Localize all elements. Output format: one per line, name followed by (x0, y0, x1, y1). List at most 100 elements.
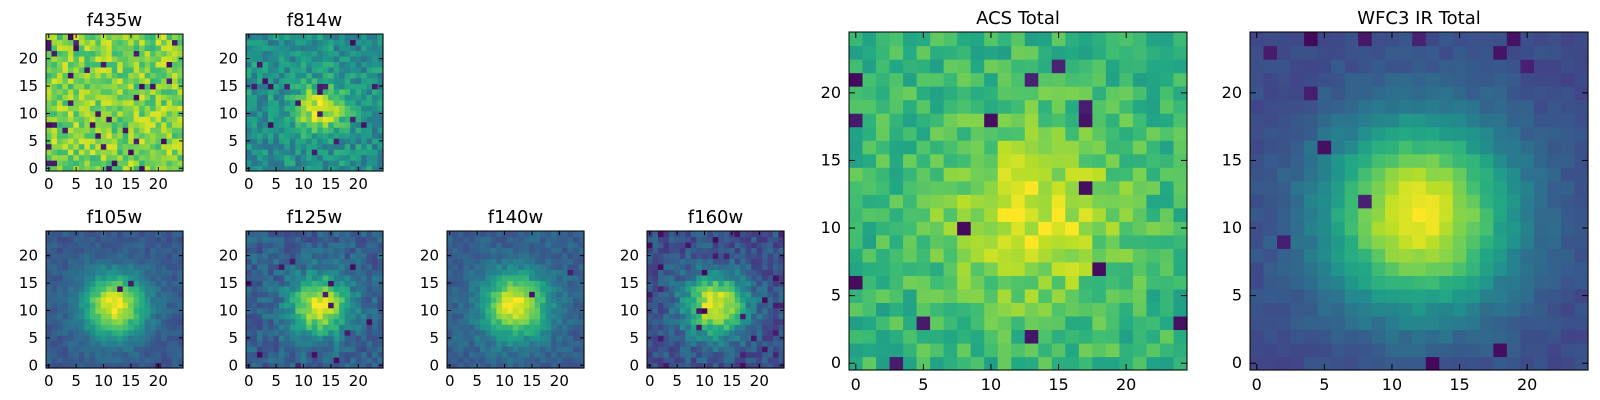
heatmap-cell (767, 313, 774, 320)
heatmap-cell (267, 160, 274, 167)
heatmap-cell (306, 252, 313, 259)
heatmap-cell (930, 302, 945, 317)
heatmap-cell (740, 329, 747, 336)
heatmap-cell (372, 247, 379, 254)
heatmap-cell (46, 88, 53, 95)
heatmap-cell (317, 258, 324, 265)
heatmap-cell (668, 313, 675, 320)
heatmap-cell (490, 307, 497, 314)
heatmap-cell (111, 231, 118, 238)
heatmap-cell (344, 362, 351, 369)
heatmap-cell (295, 362, 302, 369)
heatmap-cell (95, 66, 102, 73)
heatmap-cell (300, 149, 307, 156)
heatmap-cell (1358, 194, 1373, 209)
heatmap-cell (128, 88, 135, 95)
heatmap-cell (166, 280, 173, 287)
heatmap-cell (1105, 261, 1120, 276)
heatmap-cell (674, 252, 681, 259)
heatmap-cell (970, 342, 985, 358)
heatmap-cell (957, 32, 972, 47)
heatmap-cell (474, 274, 481, 281)
heatmap-cell (377, 34, 384, 41)
heatmap-cell (849, 342, 864, 358)
heatmap-cell (267, 110, 274, 117)
heatmap-cell (246, 116, 253, 123)
heatmap-cell (161, 138, 168, 145)
heatmap-cell (262, 165, 269, 172)
heatmap-cell (1452, 261, 1467, 276)
heatmap-cell (361, 44, 368, 52)
heatmap-cell (1024, 45, 1039, 60)
y-tick-label: 0 (28, 356, 38, 374)
heatmap-cell (150, 296, 157, 303)
heatmap-cell (512, 241, 519, 249)
heatmap-cell (1574, 207, 1589, 222)
heatmap-cell (696, 340, 703, 347)
heatmap-cell (295, 318, 302, 325)
heatmap-cell (507, 318, 514, 325)
heatmap-cell (46, 351, 53, 358)
heatmap-cell (246, 247, 253, 254)
heatmap-cell (1092, 99, 1107, 114)
heatmap-cell (468, 357, 475, 364)
heatmap-cell (518, 329, 525, 336)
heatmap-cell (1173, 356, 1188, 371)
heatmap-cell (111, 138, 118, 145)
heatmap-cell (523, 346, 530, 353)
heatmap-cell (278, 105, 285, 112)
heatmap-cell (273, 66, 280, 73)
heatmap-cell (1520, 315, 1535, 331)
heatmap-cell (562, 231, 569, 238)
heatmap-cell (701, 313, 708, 320)
heatmap-cell (300, 247, 307, 254)
heatmap-cell (78, 50, 85, 57)
heatmap-cell (1263, 261, 1278, 276)
heatmap-cell (474, 335, 481, 342)
x-tick-label: 0 (44, 175, 54, 193)
heatmap-cell (1317, 275, 1332, 290)
heatmap-cell (95, 50, 102, 57)
heatmap-cell (166, 291, 173, 298)
heatmap-cell (943, 194, 958, 209)
heatmap-cell (1092, 45, 1107, 60)
heatmap-cell (317, 263, 324, 270)
heatmap-cell (712, 263, 719, 270)
heatmap-cell (1146, 356, 1161, 371)
heatmap-cell (1560, 275, 1576, 290)
heatmap-cell (712, 307, 719, 314)
heatmap-cell (322, 165, 329, 172)
heatmap-cell (95, 94, 102, 101)
heatmap-cell (150, 99, 157, 106)
heatmap-cell (1159, 261, 1175, 276)
heatmap-cell (133, 231, 140, 238)
heatmap-cell (997, 32, 1012, 47)
heatmap-cell (1493, 288, 1508, 303)
heatmap-cell (339, 44, 346, 52)
heatmap-cell (161, 116, 168, 123)
heatmap-cell (366, 280, 373, 287)
heatmap-cell (128, 66, 135, 73)
heatmap-cell (507, 357, 514, 364)
heatmap-cell (1520, 302, 1535, 317)
heatmap-cell (1065, 302, 1080, 317)
heatmap-cell (67, 285, 74, 292)
heatmap-cell (957, 167, 972, 182)
heatmap-cell (849, 194, 864, 209)
heatmap-cell (333, 105, 340, 112)
heatmap-cell (355, 143, 362, 150)
heatmap-cell (311, 274, 318, 281)
heatmap-cell (734, 351, 741, 358)
heatmap-cell (562, 318, 569, 325)
heatmap-cell (474, 313, 481, 320)
heatmap-cell (997, 329, 1012, 344)
heatmap-cell (551, 252, 558, 259)
heatmap-cell (155, 39, 162, 46)
heatmap-cell (100, 61, 107, 68)
heatmap-cell (89, 66, 96, 73)
heatmap-cell (117, 269, 124, 276)
heatmap-cell (452, 318, 459, 325)
heatmap-cell (246, 269, 253, 276)
heatmap-cell (246, 302, 253, 309)
heatmap-cell (690, 263, 697, 270)
